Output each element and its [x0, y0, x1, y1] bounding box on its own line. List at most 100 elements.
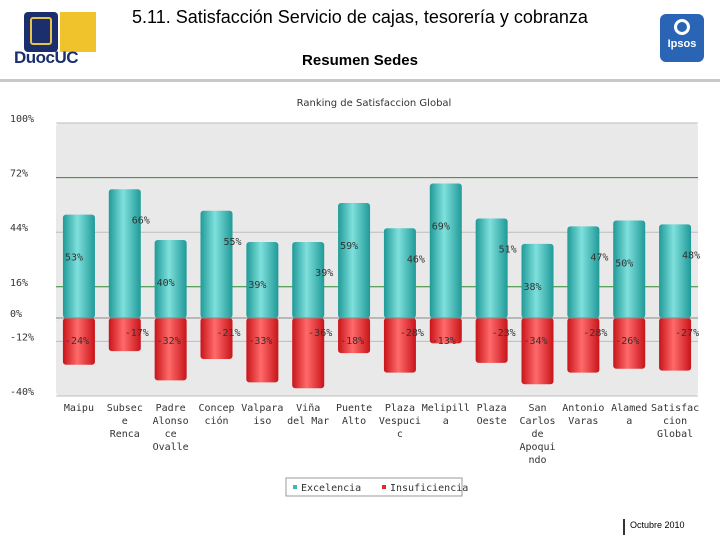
bar-insuficiencia: [108, 318, 141, 352]
bar-excelencia: [567, 226, 600, 318]
y-tick-label: 72%: [10, 169, 28, 180]
category-label: Maipu: [64, 403, 94, 414]
bar-insuficiencia: [292, 318, 325, 389]
data-label-insuficiencia: -32%: [157, 336, 181, 347]
legend-swatch-insuficiencia: [382, 485, 386, 489]
category-label: Global: [657, 429, 693, 440]
category-label: de: [531, 429, 543, 440]
bar-insuficiencia: [475, 318, 508, 363]
bar-insuficiencia: [659, 318, 692, 371]
category-label: Antonio: [562, 403, 604, 414]
data-label-excelencia: 66%: [132, 215, 150, 226]
chart-title: Ranking de Satisfaccion Global: [297, 98, 452, 109]
slide-header: DuocUC 5.11. Satisfacción Servicio de ca…: [0, 0, 720, 80]
bar-insuficiencia: [567, 318, 600, 373]
data-label-insuficiencia: -36%: [308, 328, 332, 339]
header-divider: [0, 79, 720, 82]
satisfaction-ranking-chart: 100% 72% 44% 16% 0% -12% -40% 53% -24% Maipu 66% -1…: [10, 98, 700, 497]
category-label: San: [528, 403, 546, 414]
bar-excelencia: [338, 202, 371, 318]
category-label: a: [626, 416, 632, 427]
legend-label-insuficiencia: Insuficiencia: [390, 483, 468, 494]
category-label: Alonso: [153, 416, 189, 427]
data-label-excelencia: 48%: [682, 250, 700, 261]
bar-excelencia: [521, 243, 554, 318]
bar-insuficiencia: [383, 318, 416, 373]
data-label-excelencia: 47%: [590, 252, 608, 263]
data-label-excelencia: 39%: [248, 280, 266, 291]
category-label: ce: [165, 429, 177, 440]
legend-box: [285, 477, 463, 497]
bar-insuficiencia: [521, 318, 554, 385]
data-label-excelencia: 38%: [524, 282, 542, 293]
bar-excelencia: [475, 218, 508, 318]
y-tick-label: 44%: [10, 223, 28, 234]
data-label-insuficiencia: -17%: [125, 328, 149, 339]
ipsos-logo-text: Ipsos: [667, 38, 697, 50]
category-label: Carlos: [519, 416, 555, 427]
data-label-excelencia: 53%: [65, 253, 83, 264]
category-label: Viña: [296, 403, 320, 414]
ipsos-logo: Ipsos: [660, 14, 704, 62]
footer-divider: [623, 519, 625, 535]
data-label-insuficiencia: -21%: [216, 328, 240, 339]
data-label-insuficiencia: -28%: [583, 328, 607, 339]
category-label: Varas: [568, 416, 598, 427]
seal-icon: [24, 12, 58, 52]
slide-subtitle: Resumen Sedes: [302, 52, 418, 69]
y-tick-label: -12%: [10, 332, 34, 343]
bar-insuficiencia: [338, 318, 371, 354]
category-label: Concep: [198, 403, 234, 414]
duoc-logo-text: DuocUC: [14, 48, 79, 67]
data-label-excelencia: 59%: [340, 241, 358, 252]
category-label: Alamed: [611, 403, 647, 414]
bar-excelencia: [246, 241, 279, 318]
bar-excelencia: [613, 220, 646, 318]
bar-insuficiencia: [62, 318, 95, 365]
y-tick-label: 100%: [10, 114, 34, 125]
category-label: ción: [204, 415, 228, 427]
bar-excelencia: [292, 241, 325, 318]
category-label: Subsec: [107, 403, 143, 414]
bar-excelencia: [200, 210, 233, 318]
data-label-excelencia: 46%: [407, 254, 425, 265]
category-label: c: [397, 429, 403, 440]
data-label-excelencia: 51%: [499, 245, 517, 256]
bar-excelencia: [429, 183, 462, 318]
slide-title: 5.11. Satisfacción Servicio de cajas, te…: [132, 7, 588, 27]
bar-excelencia: [108, 189, 141, 318]
category-label: ndo: [528, 455, 546, 466]
category-label: Oeste: [477, 416, 507, 427]
data-label-insuficiencia: -27%: [675, 328, 699, 339]
bar-excelencia: [154, 240, 187, 318]
category-label: cion: [663, 416, 687, 427]
data-label-excelencia: 69%: [432, 221, 450, 232]
data-label-insuficiencia: -13%: [432, 336, 456, 347]
category-label: iso: [253, 416, 271, 427]
y-tick-label: 16%: [10, 278, 28, 289]
category-label: a: [443, 416, 449, 427]
data-label-insuficiencia: -18%: [340, 336, 364, 347]
data-label-insuficiencia: -24%: [65, 336, 89, 347]
category-label: Ovalle: [153, 442, 189, 453]
duoc-logo: DuocUC: [14, 12, 96, 67]
data-label-excelencia: 39%: [315, 268, 333, 279]
data-label-insuficiencia: -26%: [615, 336, 639, 347]
data-label-excelencia: 55%: [223, 237, 241, 248]
category-label: Puente: [336, 403, 372, 414]
bar-excelencia: [659, 224, 692, 318]
footer-date: Octubre 2010: [630, 520, 685, 530]
category-label: Valpara: [241, 403, 283, 414]
bar-excelencia: [62, 214, 95, 318]
plot-area: 100% 72% 44% 16% 0% -12% -40% 53% -24% Maipu 66% -1…: [10, 114, 700, 497]
data-label-excelencia: 50%: [615, 259, 633, 270]
category-label: Vespuci: [379, 416, 421, 427]
ipsos-glyph-icon: [674, 19, 690, 35]
category-label: Apoqui: [519, 442, 555, 453]
y-tick-label: 0%: [10, 309, 22, 320]
y-tick-label: -40%: [10, 387, 34, 398]
category-label: Satisfac: [651, 403, 699, 414]
bar-insuficiencia: [613, 318, 646, 369]
bar-insuficiencia: [246, 318, 279, 383]
category-label: Renca: [110, 429, 140, 440]
